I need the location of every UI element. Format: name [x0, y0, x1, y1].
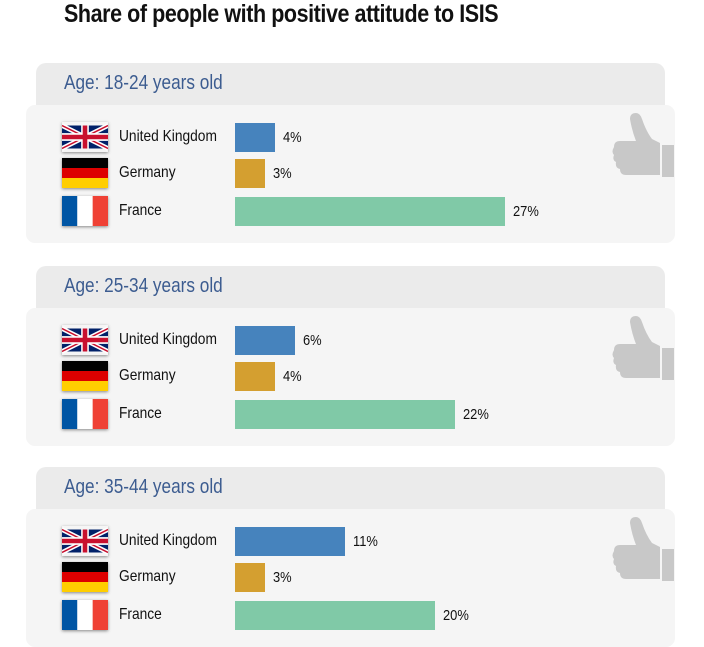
bar-row-france: France 20% [26, 599, 675, 633]
bar-united-kingdom [235, 326, 295, 355]
bar-germany [235, 362, 275, 391]
value-label: 27% [513, 203, 539, 220]
flag-germany-icon [62, 158, 108, 188]
bar-row-united-kingdom: United Kingdom 4% [26, 121, 675, 155]
flag-france-icon [62, 196, 108, 226]
value-label: 11% [353, 533, 378, 550]
flag-germany-icon [62, 361, 108, 391]
country-label: France [119, 606, 162, 623]
thumbs-up-icon [606, 517, 675, 590]
value-label: 4% [283, 129, 302, 146]
age-group-tab: Age: 35-44 years old [36, 467, 665, 515]
bar-united-kingdom [235, 123, 275, 152]
country-label: United Kingdom [119, 532, 217, 549]
flag-uk-icon [62, 526, 108, 556]
flag-uk-icon [62, 325, 108, 355]
age-group-label: Age: 25-34 years old [64, 275, 223, 297]
flag-france-icon [62, 600, 108, 630]
age-group-label: Age: 18-24 years old [64, 72, 223, 94]
country-label: United Kingdom [119, 331, 217, 348]
bar-germany [235, 159, 265, 188]
bar-row-germany: Germany 3% [26, 561, 675, 595]
value-label: 20% [443, 607, 469, 624]
country-label: Germany [119, 164, 176, 181]
bar-france [235, 197, 505, 226]
bar-row-united-kingdom: United Kingdom 11% [26, 525, 675, 559]
age-group-tab: Age: 18-24 years old [36, 63, 665, 111]
value-label: 3% [273, 165, 292, 182]
country-label: Germany [119, 568, 176, 585]
value-label: 3% [273, 569, 292, 586]
flag-france-icon [62, 399, 108, 429]
flag-uk-icon [62, 122, 108, 152]
bar-united-kingdom [235, 527, 345, 556]
age-group-panel: United Kingdom 4% Germany 3% France 27% [26, 105, 675, 243]
flag-germany-icon [62, 562, 108, 592]
bar-france [235, 400, 455, 429]
age-group-panel: United Kingdom 6% Germany 4% France 22% [26, 308, 675, 446]
age-group-label: Age: 35-44 years old [64, 476, 223, 498]
age-group-panel: United Kingdom 11% Germany 3% France 20% [26, 509, 675, 647]
country-label: France [119, 202, 162, 219]
bar-row-germany: Germany 3% [26, 157, 675, 191]
bar-row-united-kingdom: United Kingdom 6% [26, 324, 675, 358]
thumbs-up-icon [606, 113, 675, 186]
value-label: 6% [303, 332, 322, 349]
bar-row-france: France 27% [26, 195, 675, 229]
thumbs-up-icon [606, 316, 675, 389]
bar-france [235, 601, 435, 630]
bar-row-germany: Germany 4% [26, 360, 675, 394]
bar-row-france: France 22% [26, 398, 675, 432]
value-label: 22% [463, 406, 489, 423]
value-label: 4% [283, 368, 302, 385]
country-label: United Kingdom [119, 128, 217, 145]
bar-germany [235, 563, 265, 592]
country-label: Germany [119, 367, 176, 384]
chart-title: Share of people with positive attitude t… [64, 0, 499, 28]
country-label: France [119, 405, 162, 422]
age-group-tab: Age: 25-34 years old [36, 266, 665, 314]
